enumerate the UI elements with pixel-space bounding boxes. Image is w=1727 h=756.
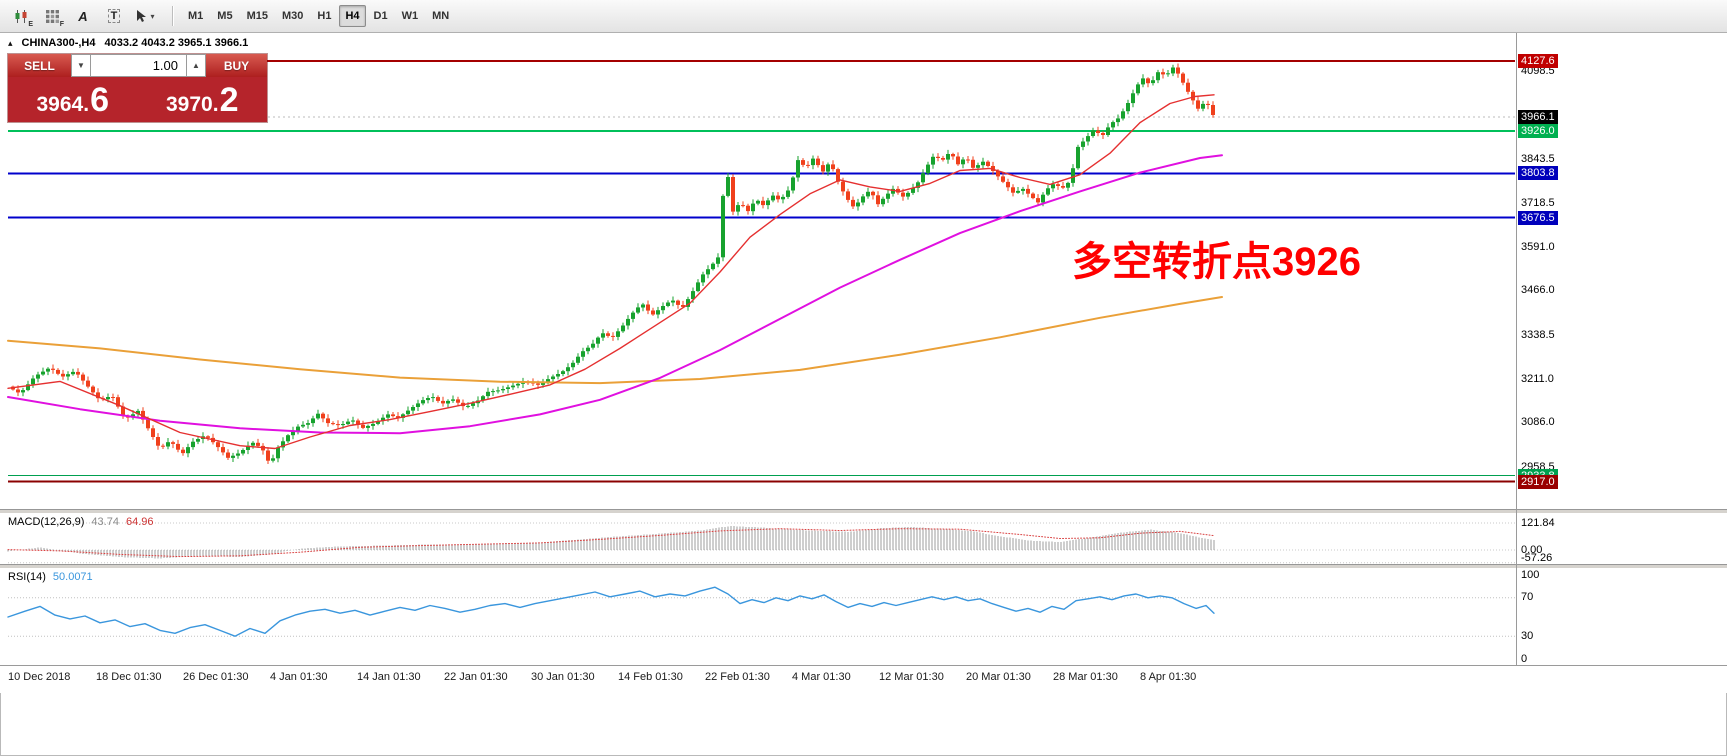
timeframe-button-m5[interactable]: M5: [217, 10, 233, 22]
indicator-grid-tool-button[interactable]: F: [39, 4, 65, 28]
time-axis-label: 14 Jan 01:30: [357, 671, 421, 683]
time-axis-label: 10 Dec 2018: [8, 671, 71, 683]
timeframe-toolbar: M1 M5 M15 M30 H1 H4 D1 W1 MN: [182, 5, 455, 27]
candlestick-chart-icon: [15, 9, 26, 23]
text-tool-button[interactable]: A: [70, 4, 96, 28]
macd-name: MACD(12,26,9): [8, 516, 85, 528]
timeframe-button-m1[interactable]: M1: [188, 10, 204, 22]
time-axis-label: 22 Feb 01:30: [705, 671, 770, 683]
chevron-down-icon: ▾: [150, 11, 155, 21]
ma-slow-line: [7, 296, 1223, 385]
cursor-tool-button[interactable]: ▾: [132, 4, 158, 28]
panel-separator-1[interactable]: [0, 509, 1727, 514]
oneclick-toggle-icon[interactable]: ▴: [8, 37, 13, 48]
macd-label: MACD(12,26,9) 43.74 64.96: [8, 516, 153, 528]
trade-panel-controls: SELL ▼ 1.00 ▲ BUY: [8, 54, 267, 77]
time-axis-label: 20 Mar 01:30: [966, 671, 1031, 683]
time-axis-label: 30 Jan 01:30: [531, 671, 595, 683]
timeframe-button-d1[interactable]: D1: [373, 10, 388, 22]
time-axis-label: 28 Mar 01:30: [1053, 671, 1118, 683]
sell-price-main: 3964.: [36, 92, 90, 116]
time-axis-label: 14 Feb 01:30: [618, 671, 683, 683]
chart-ohlc-header: ▴ CHINA300-,H4 4033.2 4043.2 3965.1 3966…: [8, 37, 248, 49]
time-axis-label: 26 Dec 01:30: [183, 671, 249, 683]
trade-panel-prices: 3964. 6 3970. 2: [8, 77, 267, 122]
timeframe-button-m15[interactable]: M15: [246, 10, 268, 22]
text-tool-icon: A: [78, 8, 88, 24]
candles-layer: [11, 63, 1215, 464]
sell-button[interactable]: SELL: [8, 54, 71, 77]
label-tool-button[interactable]: T: [101, 4, 127, 28]
icon-badge: E: [28, 21, 33, 28]
rsi-name: RSI(14): [8, 571, 46, 583]
time-axis-label: 22 Jan 01:30: [444, 671, 508, 683]
time-axis-label: 12 Mar 01:30: [879, 671, 944, 683]
toolbar-divider: [172, 6, 173, 26]
rsi-label: RSI(14) 50.0071: [8, 571, 93, 583]
cursor-arrow-icon: [137, 10, 147, 22]
macd-histogram-layer: [7, 526, 1215, 559]
macd-main-value: 43.74: [91, 516, 119, 528]
chart-type-tool-button[interactable]: E: [8, 4, 34, 28]
rsi-value: 50.0071: [52, 571, 93, 583]
ma-mid-line: [7, 154, 1223, 435]
buy-price: 3970. 2: [138, 83, 268, 117]
oneclick-trade-panel: SELL ▼ 1.00 ▲ BUY 3964. 6 3970. 2: [8, 54, 267, 122]
buy-price-main: 3970.: [166, 92, 219, 116]
panel-separator-2[interactable]: [0, 564, 1727, 569]
icon-badge: F: [59, 21, 64, 28]
volume-decrease-button[interactable]: ▼: [71, 54, 91, 77]
timeframe-button-mn[interactable]: MN: [432, 10, 450, 22]
macd-panel[interactable]: MACD(12,26,9) 43.74 64.96 121.84 0.00 -57.…: [0, 514, 1727, 564]
timeframe-button-h1[interactable]: H1: [317, 10, 332, 22]
price-axis-border: [1516, 33, 1517, 665]
timeframe-button-h4[interactable]: H4: [339, 5, 366, 27]
sell-price: 3964. 6: [8, 83, 138, 117]
volume-input[interactable]: 1.00: [91, 54, 186, 77]
time-axis-label: 4 Jan 01:30: [270, 671, 328, 683]
rsi-chart-svg[interactable]: [0, 569, 1727, 665]
chart-symbol-timeframe: CHINA300-,H4: [21, 37, 96, 49]
macd-signal-value: 64.96: [125, 516, 154, 528]
time-axis-label: 8 Apr 01:30: [1140, 671, 1197, 683]
time-axis-label: 18 Dec 01:30: [96, 671, 162, 683]
label-tool-icon: T: [107, 9, 121, 23]
volume-increase-button[interactable]: ▲: [186, 54, 206, 77]
buy-price-big-digit: 2: [219, 80, 239, 119]
macd-chart-svg[interactable]: [0, 514, 1727, 564]
buy-button[interactable]: BUY: [206, 54, 267, 77]
sell-price-big-digit: 6: [90, 80, 109, 119]
timeframe-button-m30[interactable]: M30: [281, 10, 304, 22]
ma-fast-line: [7, 94, 1215, 450]
timeframe-button-w1[interactable]: W1: [401, 10, 419, 22]
chart-ohlc-values: 4033.2 4043.2 3965.1 3966.1: [104, 37, 249, 49]
time-axis[interactable]: 10 Dec 2018 18 Dec 01:30 26 Dec 01:30 4 Jan…: [0, 665, 1727, 693]
grid-icon: [45, 9, 59, 23]
toolbar: E F A T ▾ M1 M5 M15 M30 H1 H4 D1 W1 MN: [0, 0, 1727, 33]
time-axis-label: 4 Mar 01:30: [792, 671, 851, 683]
rsi-panel[interactable]: RSI(14) 50.0071 100 70 30 0: [0, 569, 1727, 665]
chart-annotation: 多空转折点3926: [1072, 240, 1361, 284]
price-chart-svg[interactable]: [0, 33, 1727, 509]
main-chart-panel[interactable]: ▴ CHINA300-,H4 4033.2 4043.2 3965.1 3966…: [0, 33, 1727, 509]
rsi-line: [7, 586, 1215, 637]
